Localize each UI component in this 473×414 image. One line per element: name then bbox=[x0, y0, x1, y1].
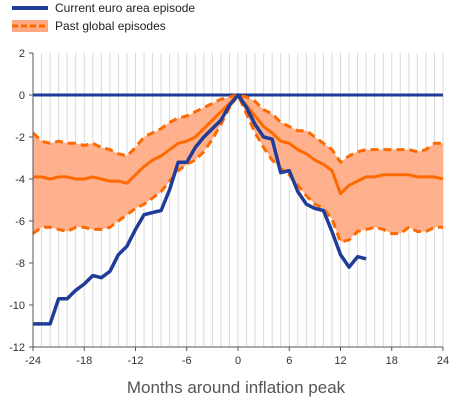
x-tick-label: -12 bbox=[128, 355, 144, 367]
legend-label-past-global: Past global episodes bbox=[55, 19, 166, 33]
x-tick-label: 6 bbox=[286, 355, 292, 367]
y-tick-label: -2 bbox=[15, 132, 25, 144]
band-past-global-episodes bbox=[33, 95, 443, 242]
series-lower-bound bbox=[32, 93, 443, 244]
y-tick-label: -6 bbox=[15, 216, 25, 228]
legend: Current euro area episode Past global ep… bbox=[12, 1, 195, 33]
x-tick-label: 24 bbox=[437, 355, 449, 367]
x-tick-label: 0 bbox=[235, 355, 241, 367]
y-tick-label: -4 bbox=[15, 174, 25, 186]
y-tick-label: -10 bbox=[9, 300, 25, 312]
x-tick-label: -18 bbox=[76, 355, 92, 367]
plot-area: 20-2-4-6-8-10-12-24 -18 -12 -6 0 6 12 18 24 bbox=[9, 48, 449, 367]
y-tick-label: -8 bbox=[15, 258, 25, 270]
y-tick-label: -12 bbox=[9, 342, 25, 354]
x-tick-label: -24 bbox=[25, 355, 41, 367]
series-upper-bound bbox=[31, 93, 443, 164]
y-tick-label: 2 bbox=[19, 48, 25, 60]
x-tick-label: 12 bbox=[334, 355, 346, 367]
x-tick-label: -6 bbox=[182, 355, 192, 367]
x-tick-label: 18 bbox=[386, 355, 398, 367]
series-current-euro-area bbox=[33, 93, 367, 326]
legend-label-current-euro-area: Current euro area episode bbox=[55, 1, 195, 15]
y-tick-label: 0 bbox=[19, 90, 25, 102]
x-axis-label: Months around inflation peak bbox=[127, 378, 346, 397]
